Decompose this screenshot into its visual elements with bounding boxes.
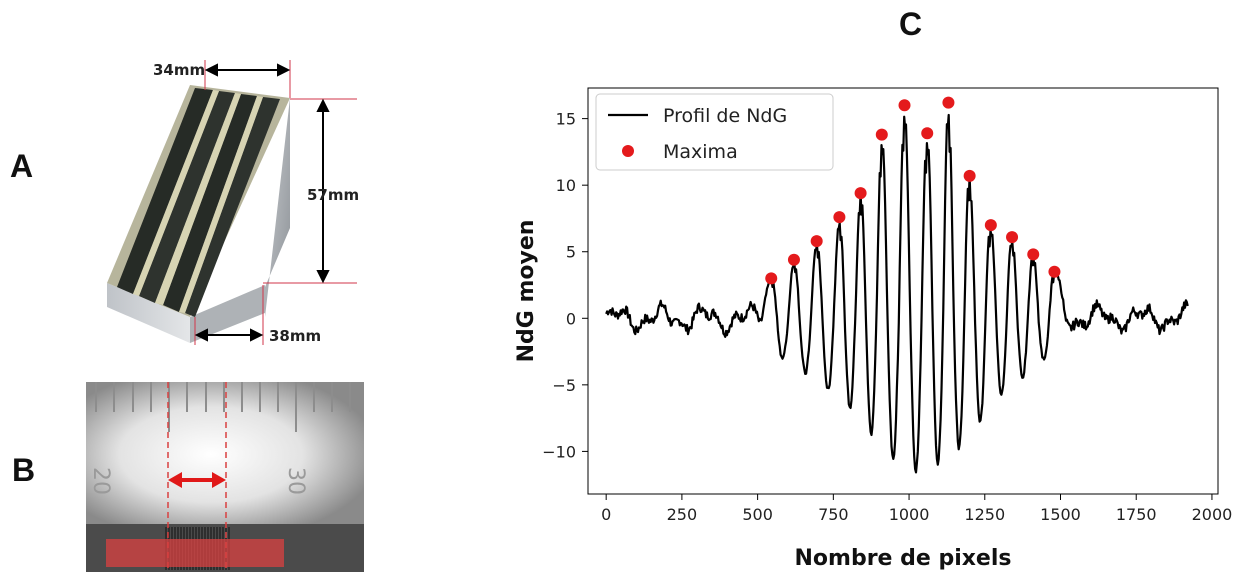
- dimension-label-right: 57mm: [307, 186, 359, 204]
- maxima-point: [898, 99, 911, 112]
- maxima-point: [833, 211, 846, 224]
- x-axis-label: Nombre de pixels: [795, 546, 1012, 571]
- maxima-point: [765, 272, 778, 285]
- ruler-numeral-right: 30: [283, 467, 308, 495]
- x-tick-label: 750: [818, 505, 849, 524]
- panel-letter-a: A: [10, 148, 34, 184]
- legend-marker-swatch: [622, 145, 634, 157]
- panel-letter-b: B: [12, 452, 36, 488]
- maxima-point: [1027, 248, 1040, 261]
- analysis-band: [106, 539, 284, 567]
- legend-label-maxima: Maxima: [663, 141, 738, 163]
- double-arrow: [168, 472, 226, 488]
- block-illustration: 34mm 57mm 38mm: [95, 55, 365, 355]
- x-axis-ticks: 0 250 500 750 1000 1250 1500 1750 2000: [601, 494, 1232, 524]
- y-tick-label: 15: [556, 110, 576, 129]
- maxima-point: [984, 219, 997, 232]
- dimension-label-top: 34mm: [153, 61, 205, 79]
- maxima-point: [921, 127, 934, 140]
- panel-letter-c: C: [899, 6, 923, 42]
- y-tick-label: −10: [542, 442, 576, 461]
- legend: Profil de NdG Maxima: [595, 93, 834, 171]
- x-tick-label: 1500: [1040, 505, 1081, 524]
- maxima-point: [787, 253, 800, 266]
- dimension-guides: [194, 60, 357, 345]
- block-side-face: [265, 98, 290, 317]
- ruler-ticks: [95, 382, 351, 432]
- ruler-photo: 20 30: [86, 382, 364, 572]
- series-profil-de-ndg: [605, 113, 1189, 474]
- y-tick-label: 10: [556, 176, 576, 195]
- y-axis-label: NdG moyen: [514, 220, 539, 363]
- maxima-point: [1006, 231, 1019, 244]
- legend-label-profil: Profil de NdG: [663, 105, 787, 127]
- maxima-point: [875, 128, 888, 141]
- measurement-guides: [167, 382, 227, 572]
- series-maxima: [765, 96, 1061, 285]
- x-tick-label: 500: [742, 505, 773, 524]
- dimension-arrows: [194, 63, 330, 342]
- y-tick-label: 5: [566, 243, 576, 262]
- dimension-label-bottom: 38mm: [269, 327, 321, 345]
- y-tick-label: 0: [566, 309, 576, 328]
- x-tick-label: 0: [601, 505, 611, 524]
- profile-chart: 0 250 500 750 1000 1250 1500 1750 2000 −10 −5 0 5 10…: [505, 70, 1245, 575]
- maxima-point: [854, 187, 867, 200]
- x-tick-label: 2000: [1192, 505, 1233, 524]
- maxima-point: [942, 96, 955, 109]
- maxima-point: [963, 169, 976, 182]
- x-tick-label: 1750: [1116, 505, 1157, 524]
- y-tick-label: −5: [552, 376, 576, 395]
- maxima-point: [810, 235, 823, 248]
- plot-frame: [587, 87, 1219, 495]
- y-axis-ticks: −10 −5 0 5 10 15: [542, 110, 588, 461]
- x-tick-label: 1250: [964, 505, 1005, 524]
- x-tick-label: 250: [667, 505, 698, 524]
- scale-strips: [117, 88, 280, 317]
- maxima-point: [1048, 265, 1061, 278]
- block-front-face: [107, 283, 190, 343]
- ruler-numeral-left: 20: [88, 467, 113, 495]
- x-tick-label: 1000: [889, 505, 930, 524]
